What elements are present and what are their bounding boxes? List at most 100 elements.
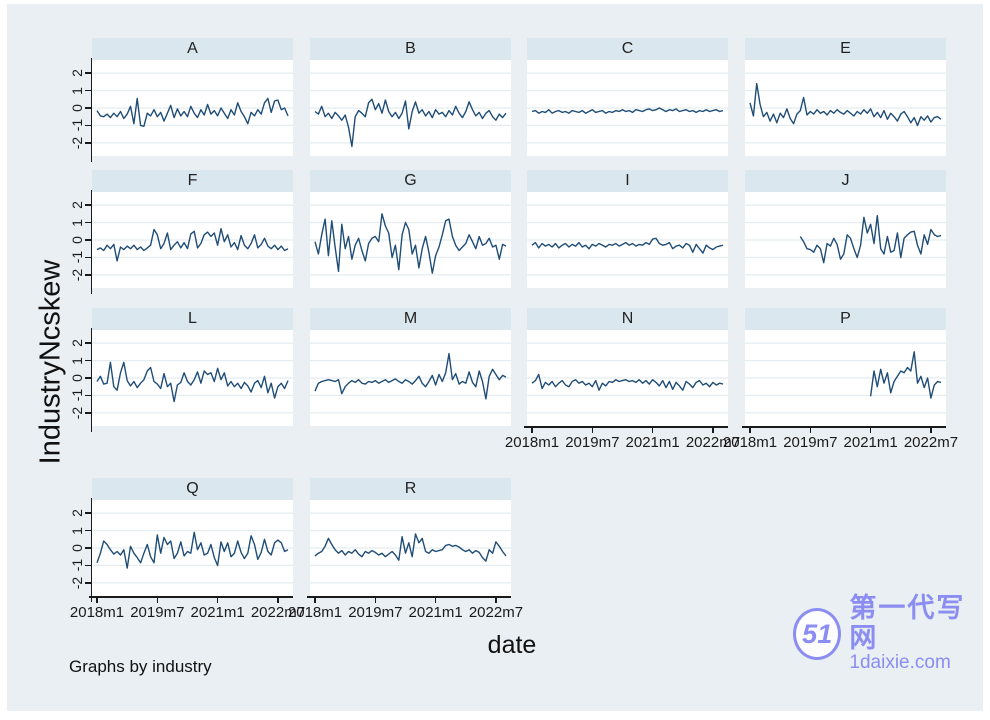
panel-title-R: R bbox=[310, 478, 511, 500]
x-tick bbox=[156, 597, 159, 603]
panel-plot-M bbox=[310, 330, 511, 426]
x-tick bbox=[591, 427, 594, 433]
x-tick bbox=[96, 597, 98, 603]
panel-chart-P bbox=[745, 342, 946, 414]
x-tick-label: 2022m7 bbox=[903, 434, 959, 451]
x-tick-label: 2021m1 bbox=[408, 604, 463, 621]
y-tick bbox=[85, 342, 91, 344]
y-tick bbox=[85, 124, 91, 127]
y-tick-label: 0 bbox=[69, 374, 85, 382]
panel-chart-L bbox=[92, 342, 293, 414]
y-tick-label: 0 bbox=[69, 236, 85, 244]
x-tick bbox=[216, 597, 219, 603]
x-tick-label: 2019m7 bbox=[130, 604, 185, 621]
panel-chart-R bbox=[310, 512, 511, 584]
y-tick bbox=[85, 274, 91, 276]
panel-title-M: M bbox=[310, 308, 511, 330]
y-tick bbox=[85, 412, 91, 414]
panel-plot-A bbox=[92, 60, 293, 156]
panel-chart-B bbox=[310, 72, 511, 148]
series-line-E bbox=[749, 82, 942, 127]
panel-title-F: F bbox=[92, 170, 293, 192]
watermark-site-name: 第一代写网 bbox=[849, 593, 966, 653]
y-tick bbox=[85, 564, 91, 567]
panel-chart-A bbox=[92, 72, 293, 144]
panel-plot-Q bbox=[92, 500, 293, 596]
y-tick-label: 2 bbox=[69, 339, 85, 347]
x-tick-label: 2018m1 bbox=[722, 434, 778, 451]
y-tick-label: -2 bbox=[69, 406, 85, 420]
x-tick bbox=[869, 427, 872, 433]
x-tick-label: 2019m7 bbox=[783, 434, 838, 451]
series-line-J bbox=[799, 214, 942, 264]
panel-title-B: B bbox=[310, 38, 511, 60]
y-tick-label: -1 bbox=[69, 389, 85, 402]
y-tick-label: 1 bbox=[69, 526, 85, 535]
x-axis-spine bbox=[89, 596, 293, 598]
panel-title-P: P bbox=[745, 308, 946, 330]
panel-title-L: L bbox=[92, 308, 293, 330]
panel-plot-L bbox=[92, 330, 293, 426]
watermark-logo-text: 51 bbox=[802, 618, 833, 649]
y-tick-label: 1 bbox=[69, 218, 85, 227]
panel-title-E: E bbox=[745, 38, 946, 60]
x-axis-spine bbox=[307, 596, 511, 598]
panel-chart-J bbox=[745, 204, 946, 276]
x-tick-label: 2018m1 bbox=[69, 604, 125, 621]
y-tick-label: 0 bbox=[69, 544, 85, 552]
panel-chart-Q bbox=[92, 512, 293, 584]
panel-plot-E bbox=[745, 60, 946, 156]
panel-plot-J bbox=[745, 192, 946, 288]
y-tick-label: -2 bbox=[69, 576, 85, 590]
y-tick bbox=[85, 529, 91, 532]
panel-plot-C bbox=[527, 60, 728, 156]
x-tick bbox=[531, 427, 533, 433]
y-axis-spine bbox=[90, 58, 92, 162]
panel-plot-G bbox=[310, 192, 511, 288]
panel-chart-M bbox=[310, 342, 511, 414]
series-line-G bbox=[314, 213, 507, 274]
y-tick bbox=[85, 107, 91, 109]
series-line-R bbox=[314, 533, 507, 562]
y-axis-title: IndustryNcskew bbox=[34, 259, 67, 465]
y-tick-label: 1 bbox=[69, 86, 85, 95]
y-axis-spine bbox=[90, 190, 92, 294]
y-tick-label: -1 bbox=[69, 119, 85, 132]
x-tick-label: 2021m1 bbox=[843, 434, 898, 451]
x-tick bbox=[712, 427, 714, 433]
x-tick bbox=[495, 597, 497, 603]
y-axis-spine bbox=[90, 498, 92, 602]
panel-title-C: C bbox=[527, 38, 728, 60]
series-line-L bbox=[96, 361, 289, 403]
y-tick bbox=[85, 89, 91, 92]
y-tick bbox=[85, 256, 91, 259]
x-tick-label: 2018m1 bbox=[504, 434, 560, 451]
series-line-P bbox=[869, 351, 942, 399]
x-tick-label: 2021m1 bbox=[190, 604, 245, 621]
series-line-N bbox=[531, 373, 724, 391]
panel-chart-F bbox=[92, 204, 293, 276]
panel-plot-R bbox=[310, 500, 511, 596]
by-note: Graphs by industry bbox=[69, 657, 212, 676]
y-tick-label: 1 bbox=[69, 356, 85, 365]
panel-plot-I bbox=[527, 192, 728, 288]
x-tick bbox=[651, 427, 654, 433]
x-tick-label: 2022m7 bbox=[468, 604, 524, 621]
y-tick-label: -2 bbox=[69, 268, 85, 282]
x-axis-spine bbox=[742, 426, 946, 428]
panel-title-A: A bbox=[92, 38, 293, 60]
y-tick-label: -1 bbox=[69, 251, 85, 264]
y-tick bbox=[85, 359, 91, 362]
y-axis-spine bbox=[90, 328, 92, 432]
x-tick bbox=[374, 597, 377, 603]
panel-chart-G bbox=[310, 204, 511, 276]
panel-chart-N bbox=[527, 342, 728, 414]
panel-title-J: J bbox=[745, 170, 946, 192]
x-tick-label: 2019m7 bbox=[348, 604, 403, 621]
panel-title-N: N bbox=[527, 308, 728, 330]
y-tick bbox=[85, 394, 91, 397]
x-tick-label: 2019m7 bbox=[565, 434, 620, 451]
y-tick-label: 2 bbox=[69, 201, 85, 209]
panel-chart-I bbox=[527, 204, 728, 276]
